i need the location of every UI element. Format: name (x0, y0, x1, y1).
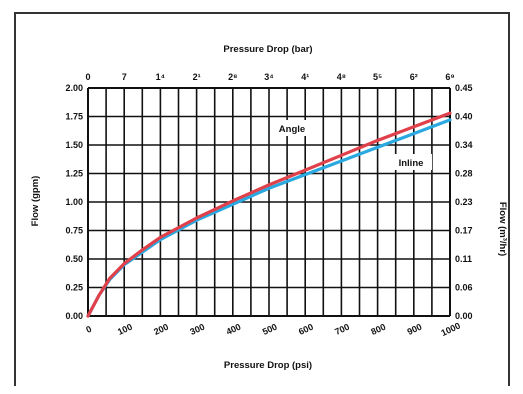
left-tick-label: 0.75 (65, 226, 83, 236)
inline-label-bg (390, 154, 432, 170)
top-tick-label: 6² (410, 72, 418, 82)
bottom-tick-label: 1000 (440, 321, 462, 339)
left-tick-label: 0.25 (65, 283, 83, 293)
right-tick-label: 0.45 (455, 83, 473, 93)
bottom-axis-label: Pressure Drop (psi) (224, 360, 312, 371)
series-lines (86, 111, 452, 318)
bottom-tick-label: 100 (116, 322, 134, 337)
top-tick-label: 0 (85, 72, 90, 82)
right-tick-label: 0.11 (455, 254, 472, 264)
right-tick-label: 0.17 (455, 226, 473, 236)
left-tick-label: 2.00 (65, 83, 83, 93)
bottom-tick-label: 500 (261, 322, 279, 337)
angle-annotation: Angle (279, 124, 305, 135)
series-line-angle (86, 111, 452, 318)
grid (87, 87, 451, 317)
left-tick-label: 1.00 (65, 197, 83, 207)
top-tick-label: 3⁴ (264, 72, 273, 82)
top-tick-label: 7 (122, 72, 127, 82)
top-tick-label: 2¹ (193, 72, 201, 82)
right-tick-label: 0.40 (455, 112, 473, 122)
top-tick-label: 5⁵ (373, 72, 382, 82)
right-tick-label: 0.00 (455, 311, 473, 321)
top-tick-label: 6⁹ (445, 72, 454, 82)
right-axis-label: Flow (m³/hr) (497, 202, 508, 256)
right-tick-label: 0.23 (455, 197, 473, 207)
inline-annotation: Inline (399, 158, 424, 169)
top-tick-label: 4¹ (301, 72, 309, 82)
top-tick-label: 2⁸ (228, 72, 237, 82)
bottom-tick-label: 900 (406, 322, 424, 337)
figure-frame (14, 12, 510, 386)
bottom-tick-label: 400 (225, 322, 243, 337)
bottom-tick-label: 600 (297, 322, 315, 337)
top-tick-label: 1⁴ (156, 72, 165, 82)
angle-label-bg (270, 120, 314, 136)
bottom-tick-label: 0 (84, 324, 93, 335)
top-tick-label: 4⁸ (337, 72, 346, 82)
top-axis-label: Pressure Drop (bar) (223, 44, 312, 55)
right-tick-label: 0.06 (455, 283, 473, 293)
left-tick-label: 0.50 (65, 254, 83, 264)
left-tick-label: 1.50 (65, 140, 83, 150)
bottom-tick-label: 300 (188, 322, 206, 337)
bottom-tick-label: 200 (152, 322, 170, 337)
right-tick-label: 0.34 (455, 140, 473, 150)
left-axis-label: Flow (gpm) (30, 176, 41, 227)
bottom-tick-label: 700 (333, 322, 351, 337)
left-tick-label: 1.25 (65, 169, 83, 179)
left-tick-label: 0.00 (65, 311, 83, 321)
right-tick-label: 0.28 (455, 169, 473, 179)
left-tick-label: 1.75 (65, 112, 83, 122)
bottom-tick-label: 800 (369, 322, 387, 337)
